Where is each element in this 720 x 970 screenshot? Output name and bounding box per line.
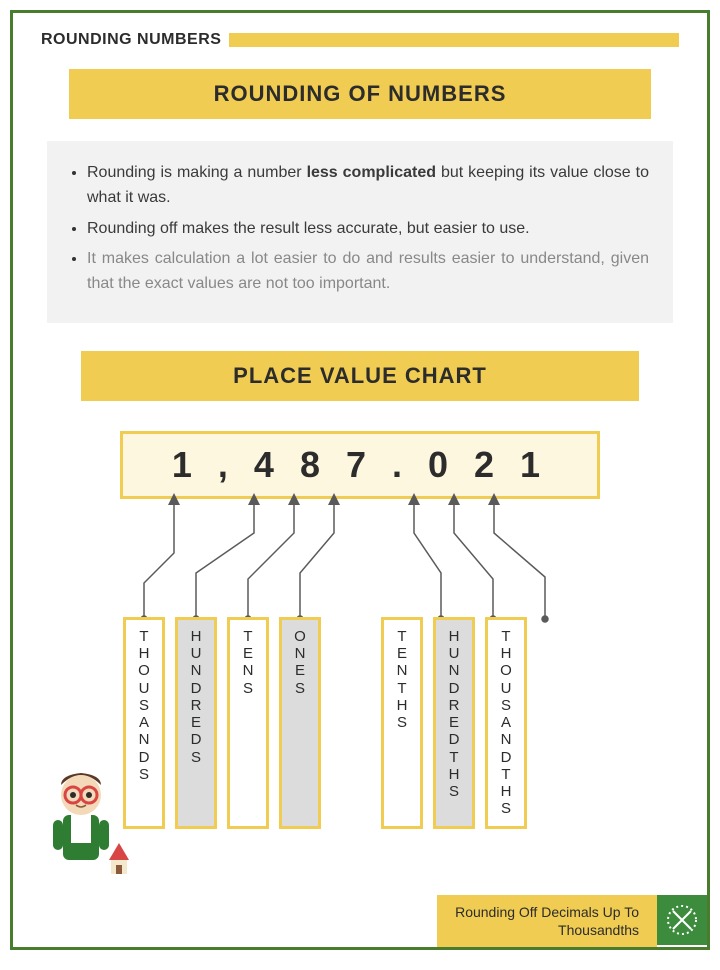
chart-title: PLACE VALUE CHART bbox=[81, 351, 639, 401]
main-title: ROUNDING OF NUMBERS bbox=[69, 69, 651, 119]
place-value-tens: TENS bbox=[227, 617, 269, 829]
place-value-thousandths: THOUSANDTHS bbox=[485, 617, 527, 829]
place-value-tenths: TENTHS bbox=[381, 617, 423, 829]
place-value-hundreds: HUNDREDS bbox=[175, 617, 217, 829]
bullet-1-bold: less complicated bbox=[307, 164, 436, 181]
footer-line-1: Rounding Off Decimals Up To bbox=[455, 904, 639, 920]
footer: Rounding Off Decimals Up To Thousandths bbox=[437, 895, 707, 947]
bullet-1: Rounding is making a number less complic… bbox=[87, 161, 649, 211]
bullet-1-prefix: Rounding is making a number bbox=[87, 164, 307, 181]
section-label: ROUNDING NUMBERS bbox=[41, 31, 221, 49]
footer-label: Rounding Off Decimals Up To Thousandths bbox=[437, 895, 657, 947]
section-label-row: ROUNDING NUMBERS bbox=[41, 31, 679, 49]
place-value-labels: THOUSANDSHUNDREDSTENSONESTENTHSHUNDREDTH… bbox=[123, 617, 527, 829]
bullet-3: It makes calculation a lot easier to do … bbox=[87, 247, 649, 297]
place-value-hundredths: HUNDREDTHS bbox=[433, 617, 475, 829]
number-display: 1 , 4 8 7 . 0 2 1 bbox=[120, 431, 600, 499]
info-box: Rounding is making a number less complic… bbox=[47, 141, 673, 323]
page-frame: ROUNDING NUMBERS ROUNDING OF NUMBERS Rou… bbox=[10, 10, 710, 950]
place-value-chart: 1 , 4 8 7 . 0 2 1 bbox=[41, 431, 679, 871]
bullet-2: Rounding off makes the result less accur… bbox=[87, 217, 649, 242]
character-icon bbox=[41, 765, 136, 885]
label-accent-bar bbox=[229, 33, 679, 47]
footer-line-2: Thousandths bbox=[558, 922, 639, 938]
place-value-ones: ONES bbox=[279, 617, 321, 829]
arrow-diagram bbox=[41, 493, 681, 623]
footer-badge-icon bbox=[657, 895, 707, 945]
